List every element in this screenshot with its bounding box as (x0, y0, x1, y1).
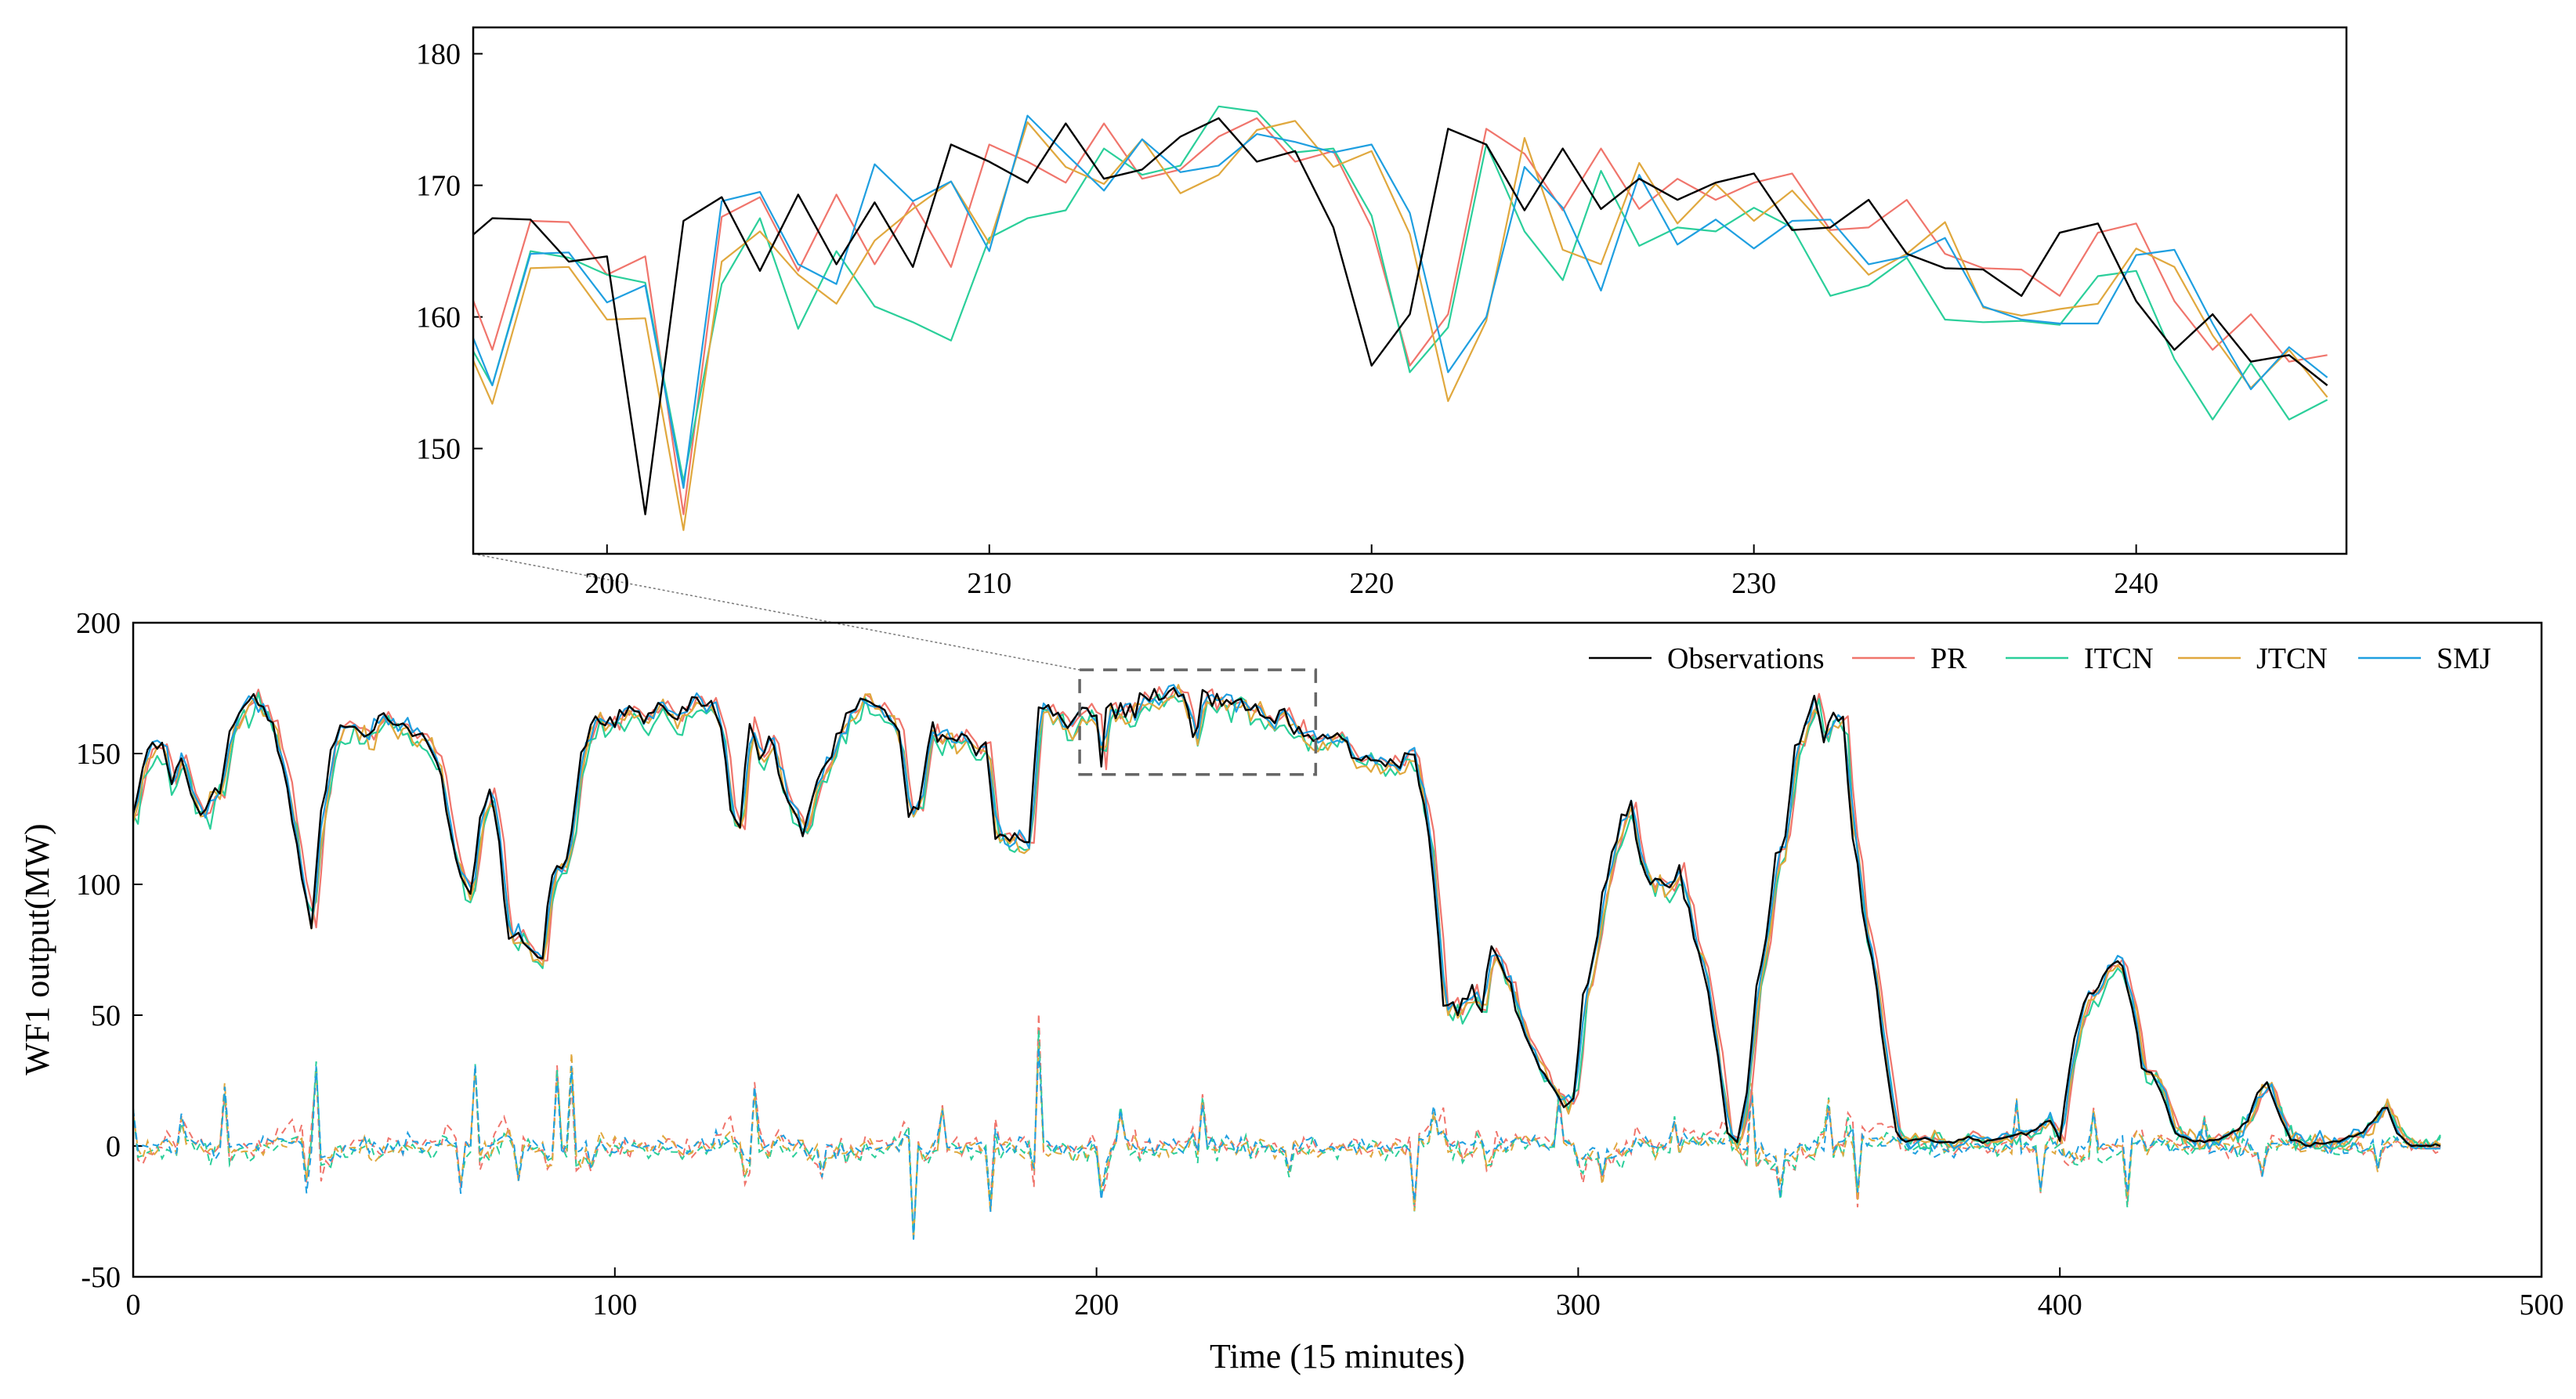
main-y-tick-label: 200 (76, 607, 121, 640)
legend: Observations PR ITCN JTCN SMJ (1589, 642, 2491, 675)
zoom-connector-lines (472, 553, 1080, 671)
inset-series-observations (473, 117, 2328, 515)
inset-series-group (473, 105, 2328, 531)
main-x-tick-label: 0 (126, 1289, 141, 1321)
legend-label-itcn: ITCN (2084, 642, 2154, 675)
legend-label-jtcn: JTCN (2256, 642, 2328, 675)
main-series-group (133, 684, 2441, 1240)
main-y-tick-label: -50 (81, 1261, 121, 1294)
residual-itcn (133, 1029, 2441, 1240)
legend-label-smj: SMJ (2437, 642, 2491, 675)
main-y-tick-label: 150 (76, 738, 121, 771)
y-axis-label: WF1 output(MW) (18, 823, 56, 1075)
x-axis-label: Time (15 minutes) (1210, 1337, 1465, 1376)
inset-x-tick-label: 230 (1731, 567, 1776, 600)
residual-smj (133, 1047, 2441, 1240)
inset-series-smj (473, 114, 2328, 490)
zoom-connector-left (472, 553, 1080, 671)
inset-y-tick-label: 170 (416, 170, 461, 203)
inset-x-tick-label: 200 (584, 567, 629, 600)
main-x-tick-label: 300 (1556, 1289, 1601, 1321)
zoom-box (1078, 668, 1318, 776)
main-series-observations (133, 687, 2441, 1148)
residual-jtcn (133, 1045, 2441, 1240)
inset-x-tick-label: 210 (967, 567, 1011, 600)
inset-chart: 200 210 220 230 240 150 160 170 180 (416, 26, 2348, 600)
main-series-jtcn (133, 684, 2441, 1150)
inset-series-jtcn (473, 120, 2328, 531)
inset-y-tick-label: 180 (416, 38, 461, 71)
inset-y-tick-label: 160 (416, 302, 461, 334)
legend-label-observations: Observations (1667, 642, 1825, 675)
main-y-tick-label: 100 (76, 869, 121, 902)
inset-axis-ticks: 200 210 220 230 240 150 160 170 180 (416, 38, 2158, 600)
main-frame (132, 621, 2543, 1278)
zoom-rectangle (1078, 668, 1318, 776)
main-x-tick-label: 400 (2038, 1289, 2082, 1321)
inset-x-tick-label: 240 (2114, 567, 2158, 600)
main-x-tick-label: 100 (592, 1289, 637, 1321)
main-series-itcn (133, 692, 2441, 1150)
legend-label-pr: PR (1930, 642, 1967, 675)
main-series-smj (133, 684, 2440, 1150)
main-x-tick-label: 200 (1074, 1289, 1119, 1321)
inset-y-tick-label: 150 (416, 433, 461, 466)
main-y-tick-label: 0 (106, 1130, 121, 1163)
inset-x-tick-label: 220 (1349, 567, 1394, 600)
main-y-tick-label: 50 (91, 1000, 121, 1032)
main-series-pr (133, 685, 2440, 1150)
main-x-tick-label: 500 (2520, 1289, 2564, 1321)
inset-series-itcn (473, 105, 2328, 483)
inset-frame (472, 26, 2348, 555)
